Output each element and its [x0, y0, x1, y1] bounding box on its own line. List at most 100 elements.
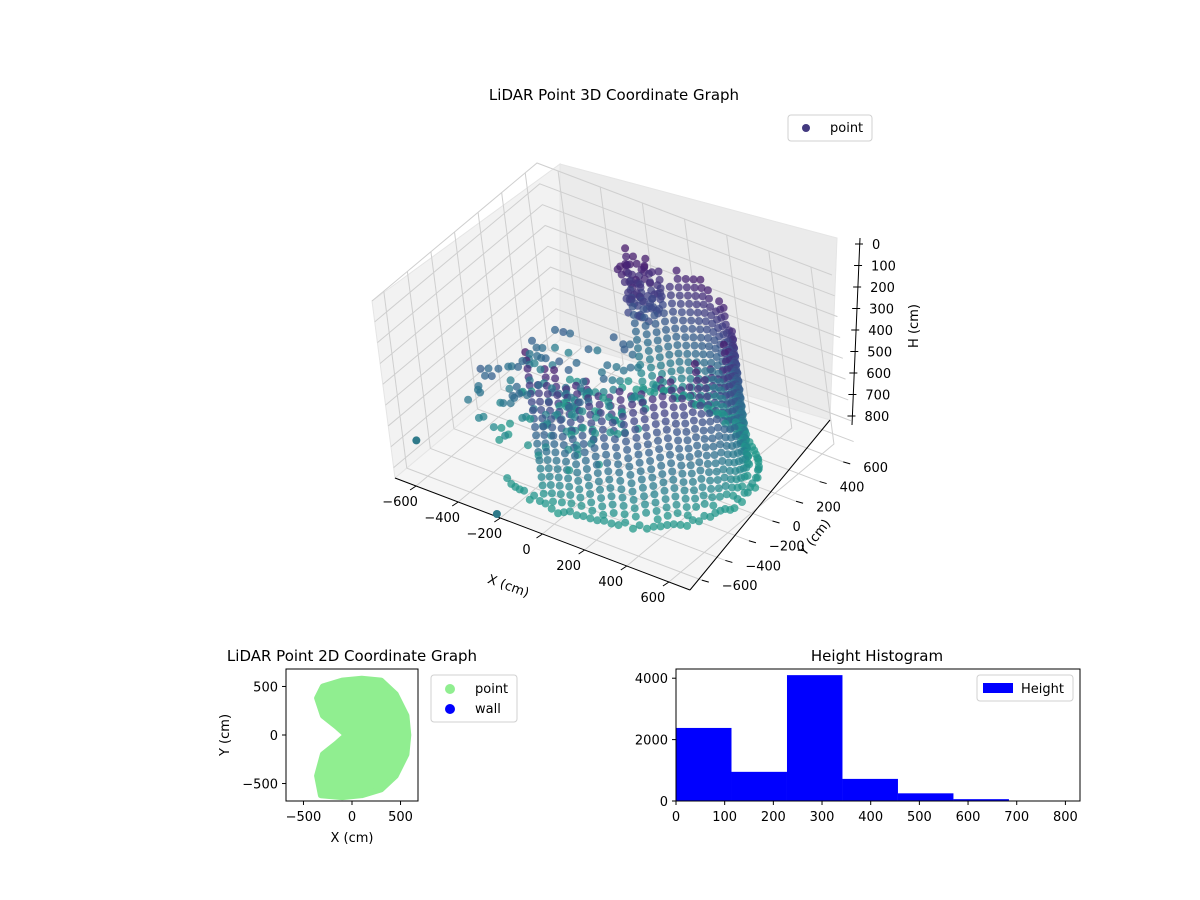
- y-tick-label-2d: 500: [253, 680, 278, 695]
- data-point-3d: [719, 340, 728, 349]
- data-point-3d: [680, 486, 689, 495]
- data-point-3d: [499, 399, 508, 408]
- data-point-3d: [699, 426, 708, 435]
- legend-marker-point-2d: [445, 684, 455, 694]
- data-point-3d: [663, 511, 672, 520]
- data-point-3d: [707, 426, 716, 434]
- histogram-bar: [786, 675, 843, 801]
- x-tick-label-3d: −400: [424, 511, 460, 526]
- data-point-3d: [661, 317, 669, 326]
- data-point-3d: [684, 444, 693, 453]
- data-point-3d: [655, 353, 664, 362]
- data-point-3d: [551, 448, 560, 457]
- data-point-3d: [618, 493, 627, 502]
- data-point-3d-outlier: [412, 436, 421, 445]
- data-point-3d: [652, 328, 661, 337]
- data-point-3d: [525, 381, 534, 390]
- data-point-3d: [544, 398, 553, 407]
- data-point-3d: [709, 501, 718, 510]
- data-point-3d: [620, 278, 629, 286]
- data-point-3d: [659, 309, 668, 318]
- y-tick-3d: [772, 520, 780, 524]
- data-point-3d: [591, 452, 600, 461]
- data-point-3d: [714, 484, 723, 493]
- data-point-3d: [712, 415, 721, 424]
- data-point-3d: [658, 392, 667, 401]
- data-point-3d: [657, 461, 666, 470]
- data-point-3d: [707, 484, 716, 493]
- data-point-3d: [690, 360, 699, 368]
- data-point-3d: [698, 418, 707, 427]
- data-point-3d: [559, 328, 568, 336]
- y-tick-label-3d: 600: [863, 461, 888, 476]
- data-point-3d: [649, 522, 658, 531]
- data-point-3d: [576, 415, 585, 424]
- y-ticks-3d: −600 −400 −200 0 200 400 600: [701, 461, 888, 594]
- data-point-3d: [639, 297, 648, 306]
- data-point-3d: [612, 443, 620, 452]
- data-point-3d: [671, 419, 680, 428]
- data-point-3d: [692, 300, 701, 309]
- data-point-3d: [658, 470, 667, 479]
- data-point-3d: [708, 493, 717, 502]
- data-point-3d: [720, 425, 729, 434]
- data-point-3d: [536, 365, 545, 374]
- x-tick-3d: [494, 517, 501, 523]
- data-point-3d: [661, 417, 670, 426]
- data-point-3d: [678, 469, 687, 478]
- data-point-3d: [714, 423, 722, 432]
- data-point-3d: [608, 418, 617, 427]
- data-point-3d: [686, 461, 695, 470]
- data-point-3d: [641, 254, 650, 263]
- data-point-3d: [693, 376, 702, 385]
- data-point-3d: [698, 342, 707, 350]
- data-point-3d: [662, 503, 671, 512]
- legend-marker-point-3d: [802, 124, 810, 132]
- data-point-3d: [545, 472, 554, 481]
- data-point-3d: [661, 495, 670, 504]
- data-point-3d: [607, 492, 616, 501]
- data-point-3d: [595, 400, 604, 409]
- data-point-3d: [599, 374, 608, 383]
- data-point-3d: [487, 372, 496, 381]
- data-point-3d: [649, 482, 658, 490]
- point-cloud-2d: [314, 675, 412, 801]
- data-point-3d: [580, 448, 589, 457]
- data-point-3d: [554, 509, 563, 518]
- y-tick-label-histogram: 2000: [635, 734, 668, 749]
- data-point-3d: [497, 423, 506, 432]
- data-point-3d: [673, 509, 682, 518]
- data-point-3d: [601, 442, 609, 451]
- data-point-3d: [648, 371, 657, 380]
- data-point-3d: [720, 349, 729, 358]
- data-point-3d: [682, 503, 691, 512]
- y-tick-label-3d: 400: [840, 481, 865, 496]
- legend-label-point-2d: point: [475, 682, 508, 697]
- data-point-3d: [638, 377, 647, 386]
- y-tick-3d: [843, 461, 851, 465]
- data-point-3d: [619, 501, 628, 510]
- data-point-3d: [481, 371, 489, 380]
- data-point-3d: [710, 451, 719, 459]
- data-point-3d: [702, 392, 711, 401]
- data-point-3d: [619, 366, 628, 375]
- x-tick-label-3d: −200: [466, 527, 502, 542]
- data-point-3d: [588, 506, 597, 515]
- data-point-3d: [535, 456, 544, 465]
- data-point-3d: [700, 309, 709, 317]
- data-point-3d: [617, 485, 626, 494]
- data-point-3d: [631, 425, 640, 434]
- data-point-3d: [541, 499, 550, 508]
- data-point-3d: [688, 324, 697, 333]
- data-point-3d: [675, 444, 684, 453]
- z-tick-label-3d: 600: [866, 367, 891, 382]
- data-point-3d: [593, 516, 602, 525]
- data-point-3d: [557, 498, 566, 507]
- grid-line-h: [385, 266, 846, 406]
- data-point-3d: [537, 473, 546, 481]
- data-point-3d: [531, 423, 540, 431]
- data-point-3d: [536, 397, 544, 406]
- data-point-3d: [700, 511, 709, 520]
- data-point-3d: [543, 390, 552, 399]
- data-point-3d: [578, 431, 587, 440]
